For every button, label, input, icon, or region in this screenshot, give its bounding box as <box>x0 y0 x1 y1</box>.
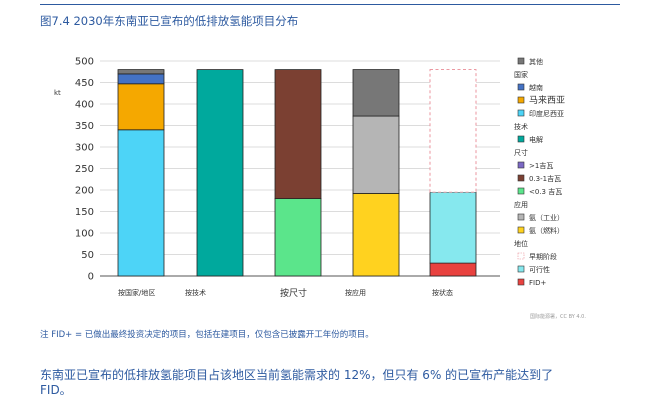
footnote: 注 FID+ = 已做出最终投资决定的项目，包括在建项目，仅包含已披露开工年份的… <box>40 330 374 340</box>
bar-segment-lt03 <box>274 198 322 277</box>
legend-header: 尺寸 <box>514 148 528 157</box>
legend-header: 地位 <box>514 239 528 248</box>
legend-swatch <box>517 57 525 65</box>
group-label: 按国家/地区 <box>118 288 155 297</box>
legend-label: 越南 <box>529 83 543 92</box>
legend-swatch <box>517 174 525 182</box>
legend-swatch <box>517 96 525 104</box>
legend-swatch <box>517 187 525 195</box>
legend-label: 马来西亚 <box>529 95 565 106</box>
top-rule <box>40 4 620 5</box>
bar-segment-other <box>117 69 165 75</box>
legend-swatch <box>517 135 525 143</box>
legend-label: FID+ <box>529 279 546 287</box>
y-tick-label: 450 <box>75 78 94 89</box>
legend-header: 技术 <box>514 122 528 131</box>
legend-swatch <box>517 265 525 273</box>
bar-segment-indonesia <box>117 129 165 277</box>
legend-swatch <box>517 83 525 91</box>
bar-segment-electrolysis <box>196 69 244 277</box>
legend-swatch <box>517 109 525 117</box>
y-tick-label: 350 <box>75 121 94 132</box>
y-tick-label: 250 <box>75 164 94 175</box>
bar-segment-ammonia_fuel <box>352 193 400 277</box>
group-label: 按技术 <box>185 288 206 297</box>
bar-segment-other <box>352 69 400 117</box>
legend-label: 可行性 <box>529 265 550 274</box>
y-axis: 0 50 100 150 200 250 300 350 400 450 500 kt <box>54 57 94 283</box>
legend-swatch <box>517 226 525 234</box>
legend-label: <0.3 吉瓦 <box>529 188 562 196</box>
legend-swatch <box>517 278 525 286</box>
legend-label: 早期阶段 <box>529 252 557 261</box>
stacked-bar-chart: 050100150200250300350400450500kt 按国家/地区按… <box>54 57 565 300</box>
y-tick-label: 500 <box>75 57 94 68</box>
y-tick-label: 200 <box>75 186 94 197</box>
legend-label: 印度尼西亚 <box>529 109 564 118</box>
summary-line-2: FID。 <box>40 383 72 397</box>
bar-segment-early <box>429 69 477 193</box>
y-tick-label: 0 <box>88 272 94 283</box>
legend-header: 应用 <box>514 200 528 209</box>
source-credit: 国际能源署，CC BY 4.0. <box>530 314 586 320</box>
bar-segment-feasibility <box>429 191 477 264</box>
summary-text: 东南亚已宣布的低排放氢能项目占该地区当前氢能需求的 12%，但只有 6% 的已宣… <box>40 368 600 398</box>
legend-swatch <box>517 252 525 260</box>
group-label: 按应用 <box>345 288 366 297</box>
legend-swatch <box>517 213 525 221</box>
bars <box>117 69 477 277</box>
legend-label: 0.3-1吉瓦 <box>529 175 561 183</box>
figure-title: 图7.4 2030年东南亚已宣布的低排放氢能项目分布 <box>40 14 299 28</box>
y-tick-label: 100 <box>75 229 94 240</box>
bar-segment-vietnam <box>117 73 165 85</box>
summary-line-1: 东南亚已宣布的低排放氢能项目占该地区当前氢能需求的 12%，但只有 6% 的已宣… <box>40 368 554 382</box>
bar-segment-fid <box>429 262 477 277</box>
group-label: 按状态 <box>432 288 453 297</box>
y-axis-label: kt <box>54 89 61 97</box>
group-label: 按尺寸 <box>280 287 307 299</box>
y-tick-label: 50 <box>81 250 94 261</box>
y-tick-label: 150 <box>75 207 94 218</box>
legend-label: 其他 <box>529 57 543 66</box>
bar-segment-gw03_1 <box>274 69 322 199</box>
legend-label: >1吉瓦 <box>529 162 553 170</box>
y-tick-label: 400 <box>75 100 94 111</box>
bar-segment-malaysia <box>117 83 165 131</box>
bar-segment-ammonia_industry <box>352 115 400 194</box>
x-labels: 按国家/地区 按技术 按尺寸 按应用 按状态 <box>118 287 453 299</box>
legend-label: 电解 <box>529 135 543 144</box>
legend-header: 国家 <box>514 70 528 79</box>
legend-label: 氨（工业） <box>529 213 564 222</box>
legend-swatch <box>517 161 525 169</box>
y-tick-label: 300 <box>75 143 94 154</box>
legend-label: 氨（燃料） <box>529 226 564 235</box>
